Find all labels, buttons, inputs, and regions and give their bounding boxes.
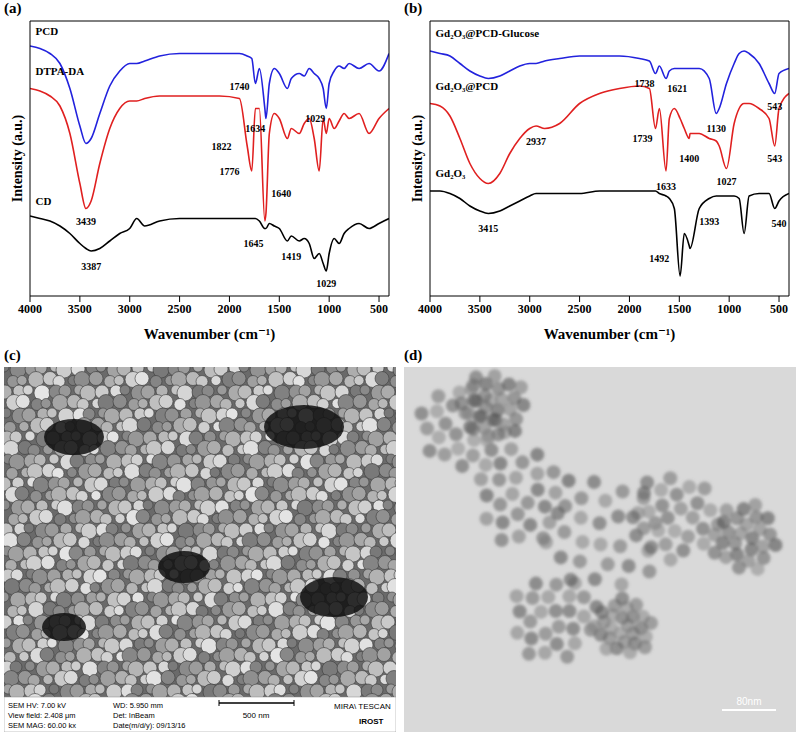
- svg-text:1645: 1645: [243, 238, 263, 249]
- svg-text:1739: 1739: [632, 133, 652, 144]
- svg-text:1029: 1029: [316, 278, 336, 289]
- svg-text:MIRA\ TESCAN: MIRA\ TESCAN: [334, 702, 391, 711]
- svg-text:2500: 2500: [568, 302, 592, 316]
- svg-text:DTPA-DA: DTPA-DA: [35, 65, 84, 77]
- html-text:(a): (a): [4, 0, 22, 16]
- svg-text:1130: 1130: [706, 123, 725, 134]
- svg-text:Intensity (a.u.): Intensity (a.u.): [410, 114, 426, 202]
- svg-text:PCD: PCD: [35, 25, 58, 37]
- svg-text:Wavenumber (cm⁻¹): Wavenumber (cm⁻¹): [144, 326, 276, 343]
- svg-text:SEM MAG: 60.00 kx: SEM MAG: 60.00 kx: [8, 721, 76, 730]
- svg-text:500 nm: 500 nm: [243, 711, 270, 720]
- svg-text:1029: 1029: [305, 113, 325, 124]
- svg-text:View field: 2.408 μm: View field: 2.408 μm: [8, 711, 76, 720]
- svg-text:Gd₂O₃@PCD-Glucose: Gd₂O₃@PCD-Glucose: [435, 27, 539, 39]
- svg-text:3500: 3500: [68, 302, 92, 316]
- svg-text:IROST: IROST: [359, 717, 384, 726]
- svg-text:1738: 1738: [634, 78, 654, 89]
- svg-text:1000: 1000: [317, 302, 341, 316]
- html-text:(c): (c): [4, 347, 21, 363]
- svg-text:1740: 1740: [229, 81, 249, 92]
- svg-text:543: 543: [767, 153, 782, 164]
- svg-text:2000: 2000: [217, 302, 241, 316]
- svg-text:1822: 1822: [211, 141, 231, 152]
- svg-text:3000: 3000: [118, 302, 142, 316]
- html-text:(b): (b): [404, 0, 423, 16]
- svg-text:SEM HV: 7.00 kV: SEM HV: 7.00 kV: [8, 701, 66, 710]
- svg-text:500: 500: [370, 302, 388, 316]
- svg-text:3415: 3415: [478, 223, 498, 234]
- svg-text:3439: 3439: [76, 216, 96, 227]
- svg-text:1500: 1500: [667, 302, 691, 316]
- svg-text:1621: 1621: [667, 83, 687, 94]
- svg-text:2937: 2937: [526, 136, 546, 147]
- svg-text:Det: InBeam: Det: InBeam: [113, 711, 155, 720]
- svg-text:4000: 4000: [18, 302, 42, 316]
- svg-text:1393: 1393: [699, 216, 719, 227]
- svg-text:1500: 1500: [267, 302, 291, 316]
- svg-text:1000: 1000: [717, 302, 741, 316]
- svg-text:1633: 1633: [656, 181, 676, 192]
- svg-text:1634: 1634: [245, 123, 265, 134]
- svg-text:3500: 3500: [468, 302, 492, 316]
- svg-text:1640: 1640: [271, 188, 291, 199]
- svg-text:Date(m/d/y): 09/13/16: Date(m/d/y): 09/13/16: [113, 721, 186, 730]
- svg-text:2000: 2000: [617, 302, 641, 316]
- svg-text:1027: 1027: [716, 176, 736, 187]
- svg-text:4000: 4000: [418, 302, 442, 316]
- svg-text:80nm: 80nm: [736, 696, 761, 707]
- svg-text:1776: 1776: [219, 166, 239, 177]
- svg-text:1492: 1492: [649, 253, 669, 264]
- svg-text:500: 500: [770, 302, 788, 316]
- svg-text:2500: 2500: [168, 302, 192, 316]
- svg-text:3000: 3000: [518, 302, 542, 316]
- svg-text:WD: 5.950 mm: WD: 5.950 mm: [113, 701, 163, 710]
- svg-text:540: 540: [772, 218, 787, 229]
- svg-text:543: 543: [767, 101, 782, 112]
- svg-text:Intensity (a.u.): Intensity (a.u.): [10, 114, 26, 202]
- html-text:(d): (d): [404, 347, 423, 363]
- svg-text:1419: 1419: [281, 251, 301, 262]
- svg-text:CD: CD: [35, 195, 51, 207]
- svg-text:1400: 1400: [679, 153, 699, 164]
- svg-text:Gd₂O₃@PCD: Gd₂O₃@PCD: [435, 80, 498, 92]
- svg-text:Gd₂O₃: Gd₂O₃: [435, 167, 466, 179]
- svg-text:Wavenumber (cm⁻¹): Wavenumber (cm⁻¹): [544, 326, 676, 343]
- svg-text:3387: 3387: [81, 261, 101, 272]
